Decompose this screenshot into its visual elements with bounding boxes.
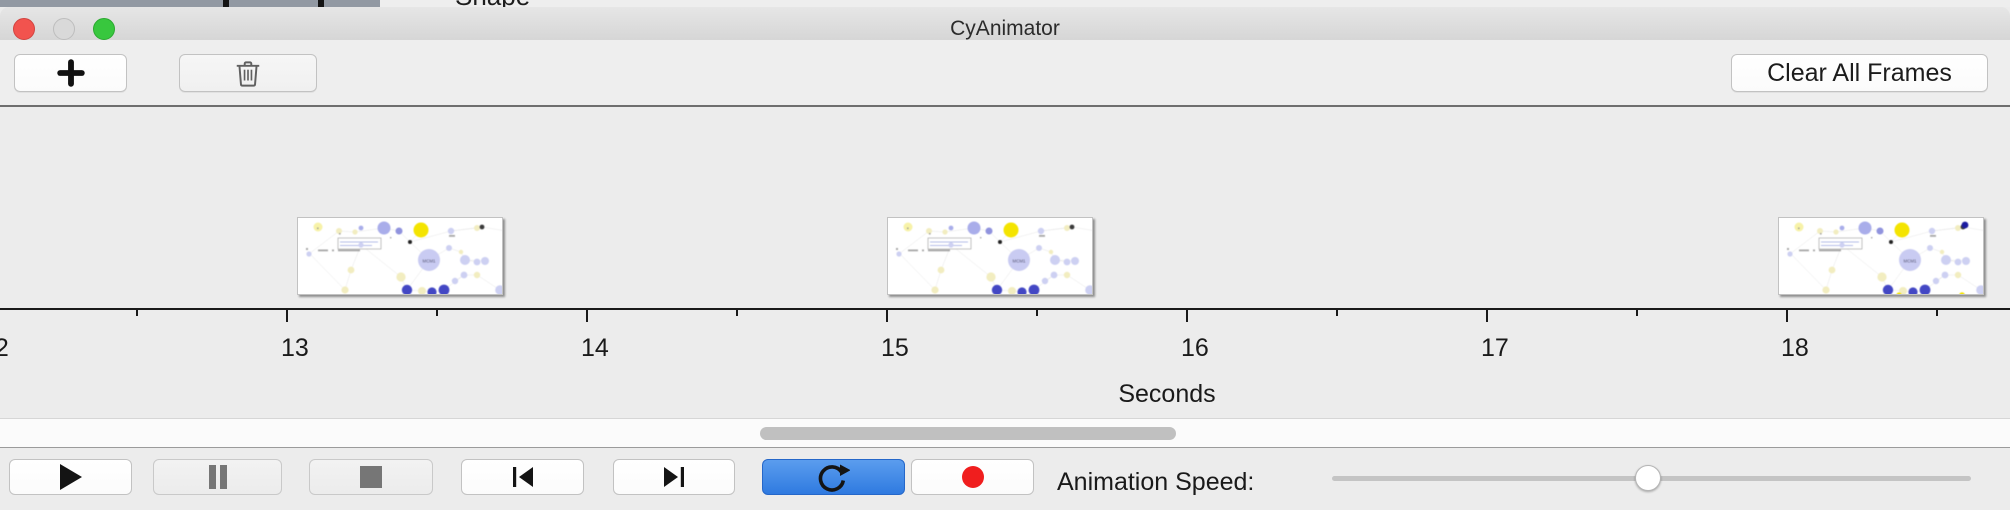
svg-text:MCM1: MCM1: [423, 259, 436, 264]
svg-text:MCM1: MCM1: [1013, 259, 1026, 264]
